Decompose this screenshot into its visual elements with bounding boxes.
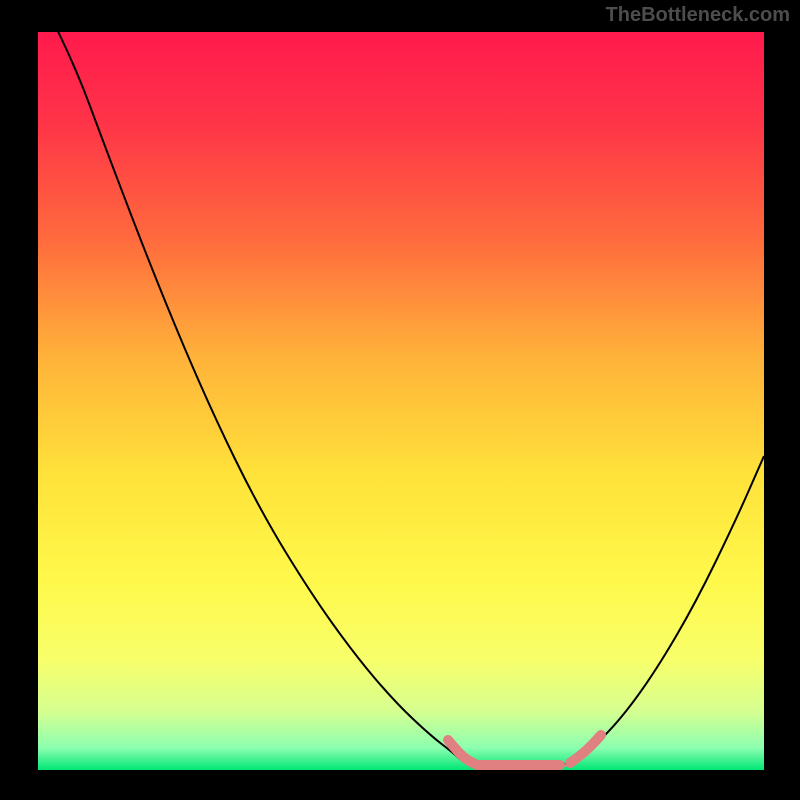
- bottleneck-curve: [38, 32, 764, 765]
- curve-layer: [38, 32, 764, 770]
- highlight-segment-right: [570, 735, 601, 763]
- highlight-segment-left: [448, 740, 477, 765]
- watermark-text: TheBottleneck.com: [606, 4, 790, 27]
- plot-area: [38, 32, 764, 770]
